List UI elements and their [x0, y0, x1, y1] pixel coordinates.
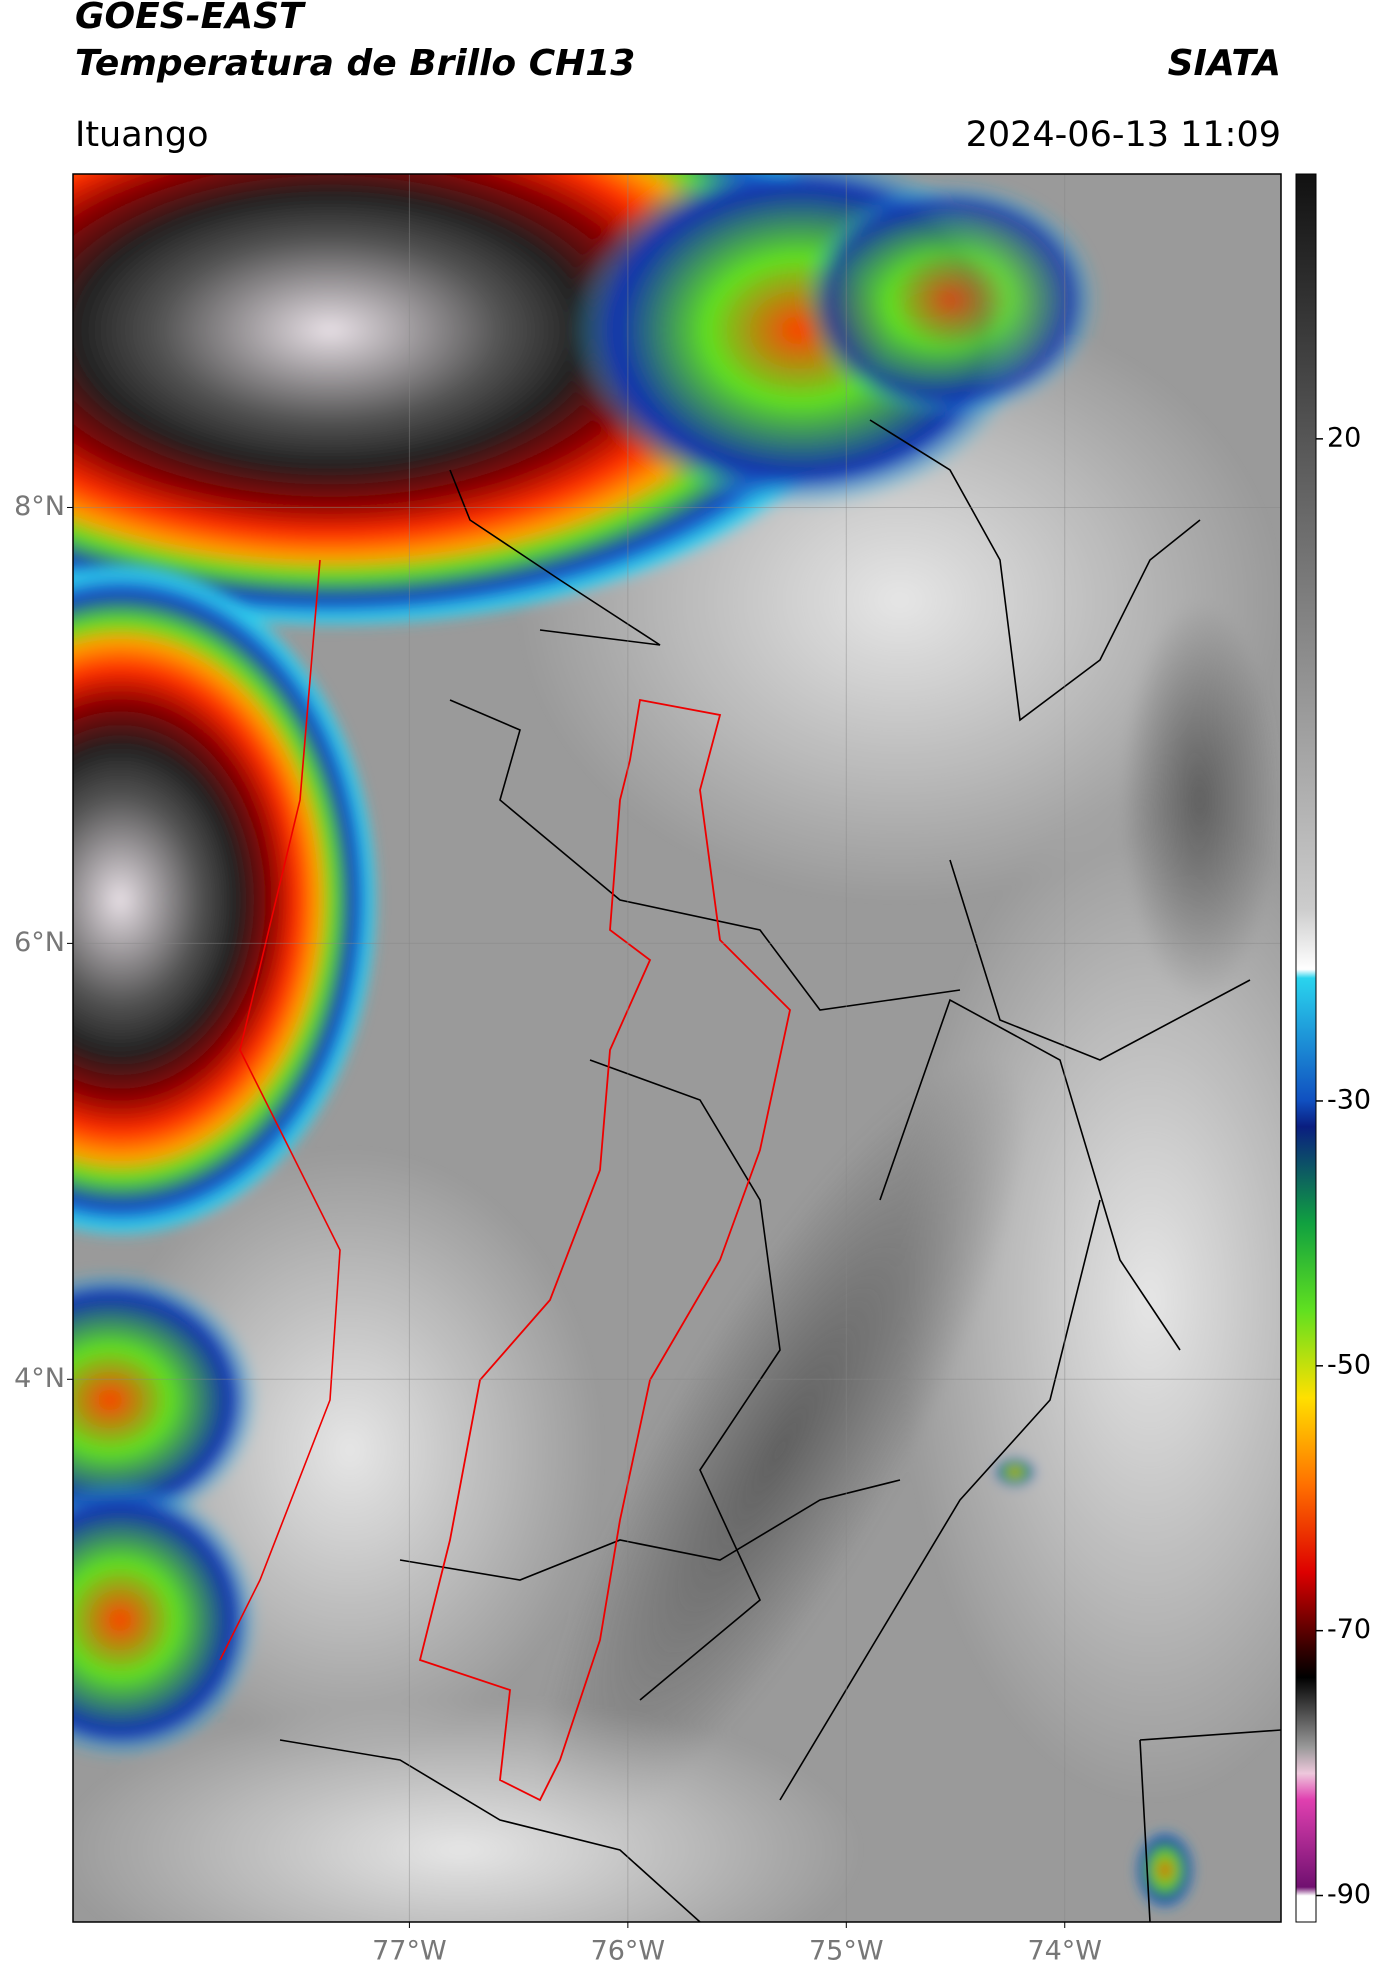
map-frame	[72, 173, 1282, 1923]
lat-label: 4°N	[14, 1363, 65, 1394]
colorbar-label: 20	[1327, 422, 1361, 453]
lat-label: 6°N	[14, 927, 65, 958]
lat-label: 8°N	[14, 491, 65, 522]
colorbar-label: -30	[1327, 1084, 1371, 1115]
colorbar-label: -50	[1327, 1349, 1371, 1380]
lon-label: 75°W	[809, 1936, 884, 1967]
title: GOES-EAST	[75, 0, 306, 37]
colorbar-label: -70	[1327, 1614, 1371, 1645]
datetime: 2024-06-13 11:09	[966, 115, 1281, 155]
location: Ituango	[75, 115, 209, 155]
lon-label: 76°W	[591, 1936, 666, 1967]
lon-label: 77°W	[372, 1936, 447, 1967]
colorbar	[1295, 173, 1317, 1923]
lon-label: 74°W	[1027, 1936, 1102, 1967]
subtitle: Temperatura de Brillo CH13	[75, 43, 635, 84]
source: SIATA	[1168, 43, 1281, 84]
colorbar-label: -90	[1327, 1879, 1371, 1910]
map-imagery	[73, 174, 1281, 1922]
